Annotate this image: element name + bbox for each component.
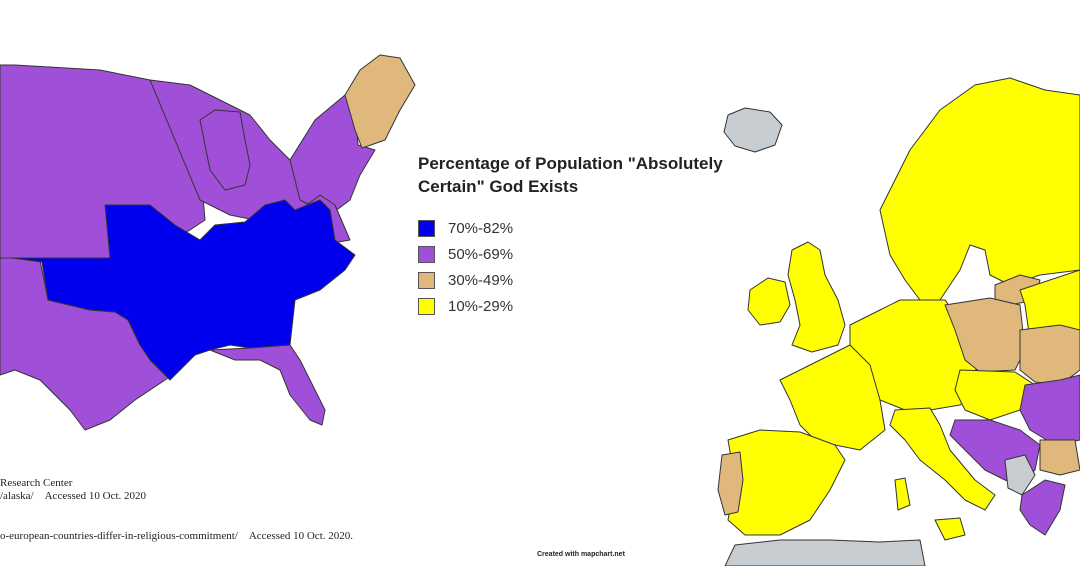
region-greece bbox=[1019, 479, 1066, 536]
region-bulgaria bbox=[1039, 439, 1080, 476]
region-france bbox=[779, 344, 886, 451]
map-legend: Percentage of Population "Absolutely Cer… bbox=[418, 152, 738, 319]
source-line-3-accessed: Accessed 10 Oct. 2020. bbox=[248, 530, 353, 542]
region-iceland bbox=[723, 107, 783, 153]
region-ukraine bbox=[1019, 324, 1080, 386]
legend-swatch bbox=[418, 219, 435, 237]
region-poland bbox=[944, 297, 1026, 373]
legend-item: 30%-49% bbox=[418, 267, 738, 293]
legend-label: 50%-69% bbox=[448, 245, 514, 263]
region-italy bbox=[889, 407, 996, 511]
mapchart-credit: Created with mapchart.net bbox=[537, 551, 625, 558]
region-spain bbox=[727, 429, 846, 536]
legend-swatch bbox=[418, 271, 435, 289]
region-albania-nodata bbox=[1004, 454, 1036, 496]
source-line-2: /alaska/ Accessed 10 Oct. 2020 bbox=[0, 490, 146, 502]
legend-item: 70%-82% bbox=[418, 215, 738, 241]
region-scandinavia bbox=[879, 77, 1080, 301]
legend-label: 30%-49% bbox=[448, 271, 514, 289]
source-line-3: o-european-countries-differ-in-religious… bbox=[0, 530, 353, 542]
region-us-new-england bbox=[344, 54, 416, 149]
source-line-1: Research Center bbox=[0, 477, 73, 489]
legend-label: 70%-82% bbox=[448, 219, 514, 237]
region-us-florida bbox=[209, 344, 326, 426]
region-ireland bbox=[747, 277, 791, 326]
region-sardinia bbox=[894, 477, 911, 511]
legend-item: 50%-69% bbox=[418, 241, 738, 267]
region-sicily bbox=[934, 517, 966, 541]
legend-title-line1: Percentage of Population "Absolutely bbox=[418, 154, 723, 173]
region-hungary bbox=[954, 369, 1036, 421]
source-line-2-url: /alaska/ bbox=[0, 490, 34, 502]
legend-swatch bbox=[418, 297, 435, 315]
legend-title-line2: Certain" God Exists bbox=[418, 177, 579, 196]
legend-title: Percentage of Population "Absolutely Cer… bbox=[418, 152, 738, 198]
legend-swatch bbox=[418, 245, 435, 263]
region-us-michigan bbox=[199, 109, 251, 191]
region-north-africa-nodata bbox=[724, 539, 926, 566]
region-portugal bbox=[717, 451, 744, 516]
legend-label: 10%-29% bbox=[448, 297, 514, 315]
source-line-3-url: o-european-countries-differ-in-religious… bbox=[0, 530, 238, 542]
legend-item: 10%-29% bbox=[418, 293, 738, 319]
region-us-south-blue bbox=[11, 199, 356, 381]
source-line-2-accessed: Accessed 10 Oct. 2020 bbox=[44, 490, 147, 502]
region-great-britain bbox=[787, 241, 846, 353]
region-romania bbox=[1019, 374, 1080, 446]
